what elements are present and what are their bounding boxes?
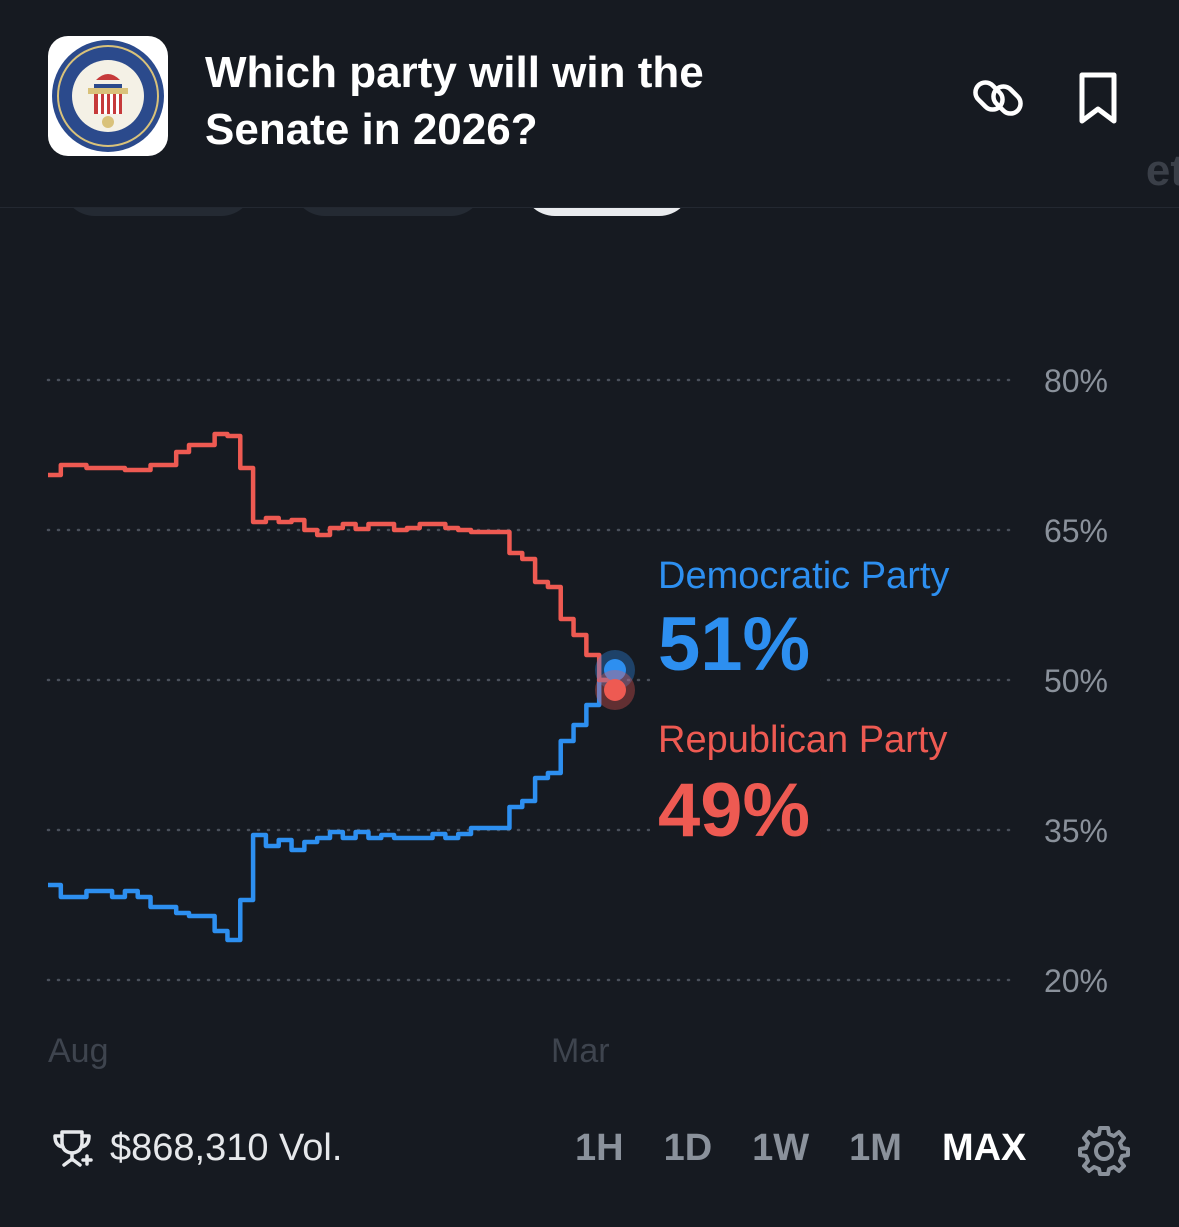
market-header: Which party will win the Senate in 2026?… bbox=[0, 0, 1179, 208]
rep-value-label: 49% bbox=[658, 768, 810, 853]
y-tick-label: 35% bbox=[1044, 813, 1108, 849]
y-tick-label: 20% bbox=[1044, 963, 1108, 999]
market-title: Which party will win the Senate in 2026? bbox=[205, 48, 704, 154]
y-tick-label: 80% bbox=[1044, 363, 1108, 399]
time-range-selector: 1H 1D 1W 1M MAX bbox=[575, 1126, 1066, 1170]
range-1d-button[interactable]: 1D bbox=[663, 1127, 713, 1169]
y-tick-label: 65% bbox=[1044, 513, 1108, 549]
range-1m-button[interactable]: 1M bbox=[849, 1127, 902, 1169]
rep-value-label-bg bbox=[650, 771, 821, 852]
series-line-democratic bbox=[48, 670, 615, 943]
endpoint-dot-republican bbox=[604, 679, 626, 701]
header-ghost-text: et bbox=[1145, 146, 1179, 195]
range-1h-button[interactable]: 1H bbox=[575, 1127, 624, 1169]
dem-series-label-bg bbox=[650, 555, 960, 596]
range-1w-button[interactable]: 1W bbox=[752, 1127, 810, 1169]
rep-series-label-bg bbox=[650, 719, 958, 760]
gear-icon bbox=[1078, 1126, 1130, 1176]
link-icon bbox=[973, 80, 1023, 116]
y-tick-label: 50% bbox=[1044, 663, 1108, 699]
chart-settings-button[interactable] bbox=[1078, 1124, 1130, 1176]
volume-text: $868,310 Vol. bbox=[110, 1126, 343, 1169]
series-line-republican bbox=[48, 431, 615, 690]
volume-display: $868,310 Vol. bbox=[50, 1126, 342, 1170]
us-senate-seal-icon bbox=[48, 36, 168, 156]
dem-series-label: Democratic Party bbox=[658, 555, 949, 597]
rep-series-label: Republican Party bbox=[658, 719, 947, 761]
trophy-icon bbox=[53, 1130, 93, 1167]
x-tick-label: Aug bbox=[48, 1032, 109, 1070]
bookmark-button[interactable] bbox=[1068, 68, 1128, 128]
x-tick-label: Mar bbox=[551, 1032, 610, 1070]
endpoint-dot-democratic bbox=[604, 659, 626, 681]
dem-value-label: 51% bbox=[658, 602, 810, 687]
range-max-button[interactable]: MAX bbox=[941, 1127, 1027, 1169]
bookmark-icon bbox=[1079, 72, 1117, 124]
link-button[interactable] bbox=[968, 68, 1028, 128]
chart-footer: $868,310 Vol. 1H 1D 1W 1M MAX bbox=[0, 1110, 1179, 1190]
dem-value-label-bg bbox=[650, 605, 821, 686]
